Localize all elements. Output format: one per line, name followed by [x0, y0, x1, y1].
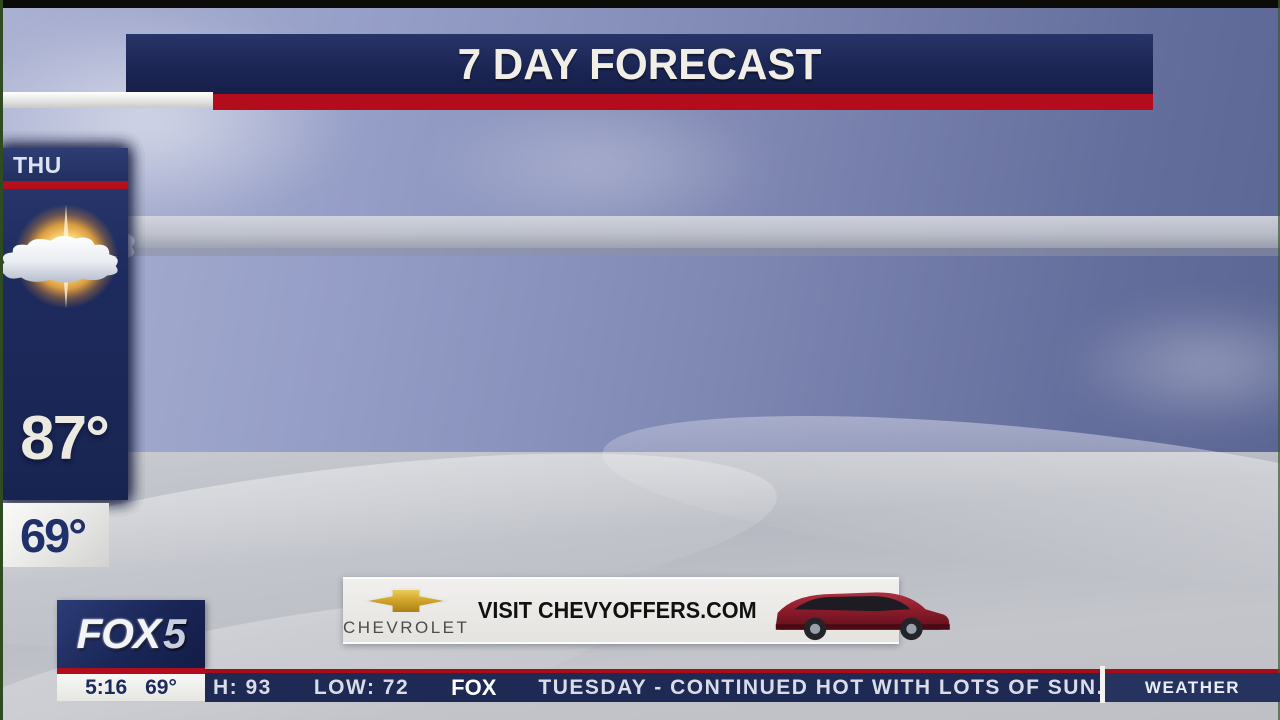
studio-beam-shadow [0, 248, 1280, 256]
time-temp-bug: 5:16 69° [57, 674, 205, 701]
fox5-red-stripe [57, 668, 205, 674]
ad-message: VISIT CHEVYOFFERS.COM [478, 597, 758, 623]
mostly-sunny-icon [0, 192, 136, 357]
current-temp: 69° [145, 675, 177, 699]
low-temperature: 69° [0, 503, 109, 567]
ticker-fox-wordmark: FOX [451, 674, 497, 700]
ticker-low: LOW: 72 [313, 675, 410, 699]
fox5-logo: FOX 5 [57, 600, 205, 668]
frame-edge-left [0, 0, 3, 720]
fox-channel-number: 5 [162, 610, 186, 657]
ticker-headline: TUESDAY - CONTINUED HOT WITH LOTS OF SUN… [538, 675, 1103, 699]
news-ticker: H: 93 LOW: 72 FOX TUESDAY - CONTINUED HO… [205, 666, 1280, 703]
ad-banner[interactable]: CHEVROLET VISIT CHEVYOFFERS.COM [343, 577, 950, 644]
letterbox-top [0, 0, 1280, 8]
day-label: THU [0, 148, 128, 181]
forecast-column-thu: THU 87° 69° [0, 148, 128, 567]
chevrolet-bowtie-icon [362, 588, 450, 614]
ticker-red-stripe [205, 669, 1280, 673]
red-suv-image [766, 581, 954, 641]
frame-edge-right [1278, 0, 1280, 720]
weather-section-label: WEATHER [1105, 673, 1280, 702]
current-time: 5:16 [85, 675, 128, 699]
page-title: 7 DAY FORECAST [457, 39, 822, 89]
chevrolet-brand-text: CHEVROLET [343, 618, 470, 637]
high-temperature: 87° [20, 404, 110, 473]
column-red-stripe [0, 181, 128, 189]
ticker-high: H: 93 [213, 675, 272, 699]
title-accent-white [0, 92, 213, 108]
ticker-cursor [1100, 666, 1105, 703]
title-banner: 7 DAY FORECAST [126, 34, 1153, 95]
fox-network-text: FOX [76, 610, 161, 657]
studio-beam [0, 216, 1280, 248]
title-accent-red [213, 94, 1153, 110]
ticker-text-row: H: 93 LOW: 72 FOX TUESDAY - CONTINUED HO… [213, 673, 1103, 702]
chevrolet-logo-block: CHEVROLET [343, 583, 469, 638]
cloud-texture [420, 90, 780, 240]
